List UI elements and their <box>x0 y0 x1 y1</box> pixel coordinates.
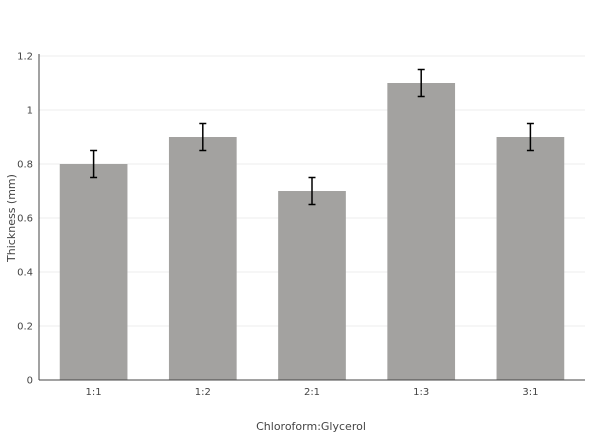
x-tick-label: 2:1 <box>304 387 320 398</box>
y-tick-label: 0.2 <box>17 322 33 333</box>
x-axis-title: Chloroform:Glycerol <box>256 420 366 433</box>
x-tick-label: 3:1 <box>522 387 538 398</box>
y-tick-labels: 0 0.2 0.4 0.6 0.8 1 1.2 <box>17 52 33 387</box>
bar <box>278 191 346 380</box>
x-tick-label: 1:1 <box>86 387 102 398</box>
bars <box>59 83 565 380</box>
axes <box>38 54 585 381</box>
y-tick-label: 0 <box>27 376 33 387</box>
x-tick-label: 1:2 <box>195 387 211 398</box>
y-tick-label: 1 <box>27 106 33 117</box>
bar <box>496 137 565 380</box>
error-bars <box>90 68 534 206</box>
bar <box>168 137 237 380</box>
bar <box>387 83 456 380</box>
y-tick-label: 0.8 <box>17 160 33 171</box>
x-tick-labels: 1:1 1:2 2:1 1:3 3:1 <box>86 387 539 398</box>
x-tick-label: 1:3 <box>413 387 429 398</box>
y-tick-label: 0.4 <box>17 268 33 279</box>
y-tick-label: 1.2 <box>17 52 33 63</box>
bar <box>59 164 128 380</box>
y-tick-label: 0.6 <box>17 214 33 225</box>
y-axis-title: Thickness (mm) <box>5 174 18 263</box>
